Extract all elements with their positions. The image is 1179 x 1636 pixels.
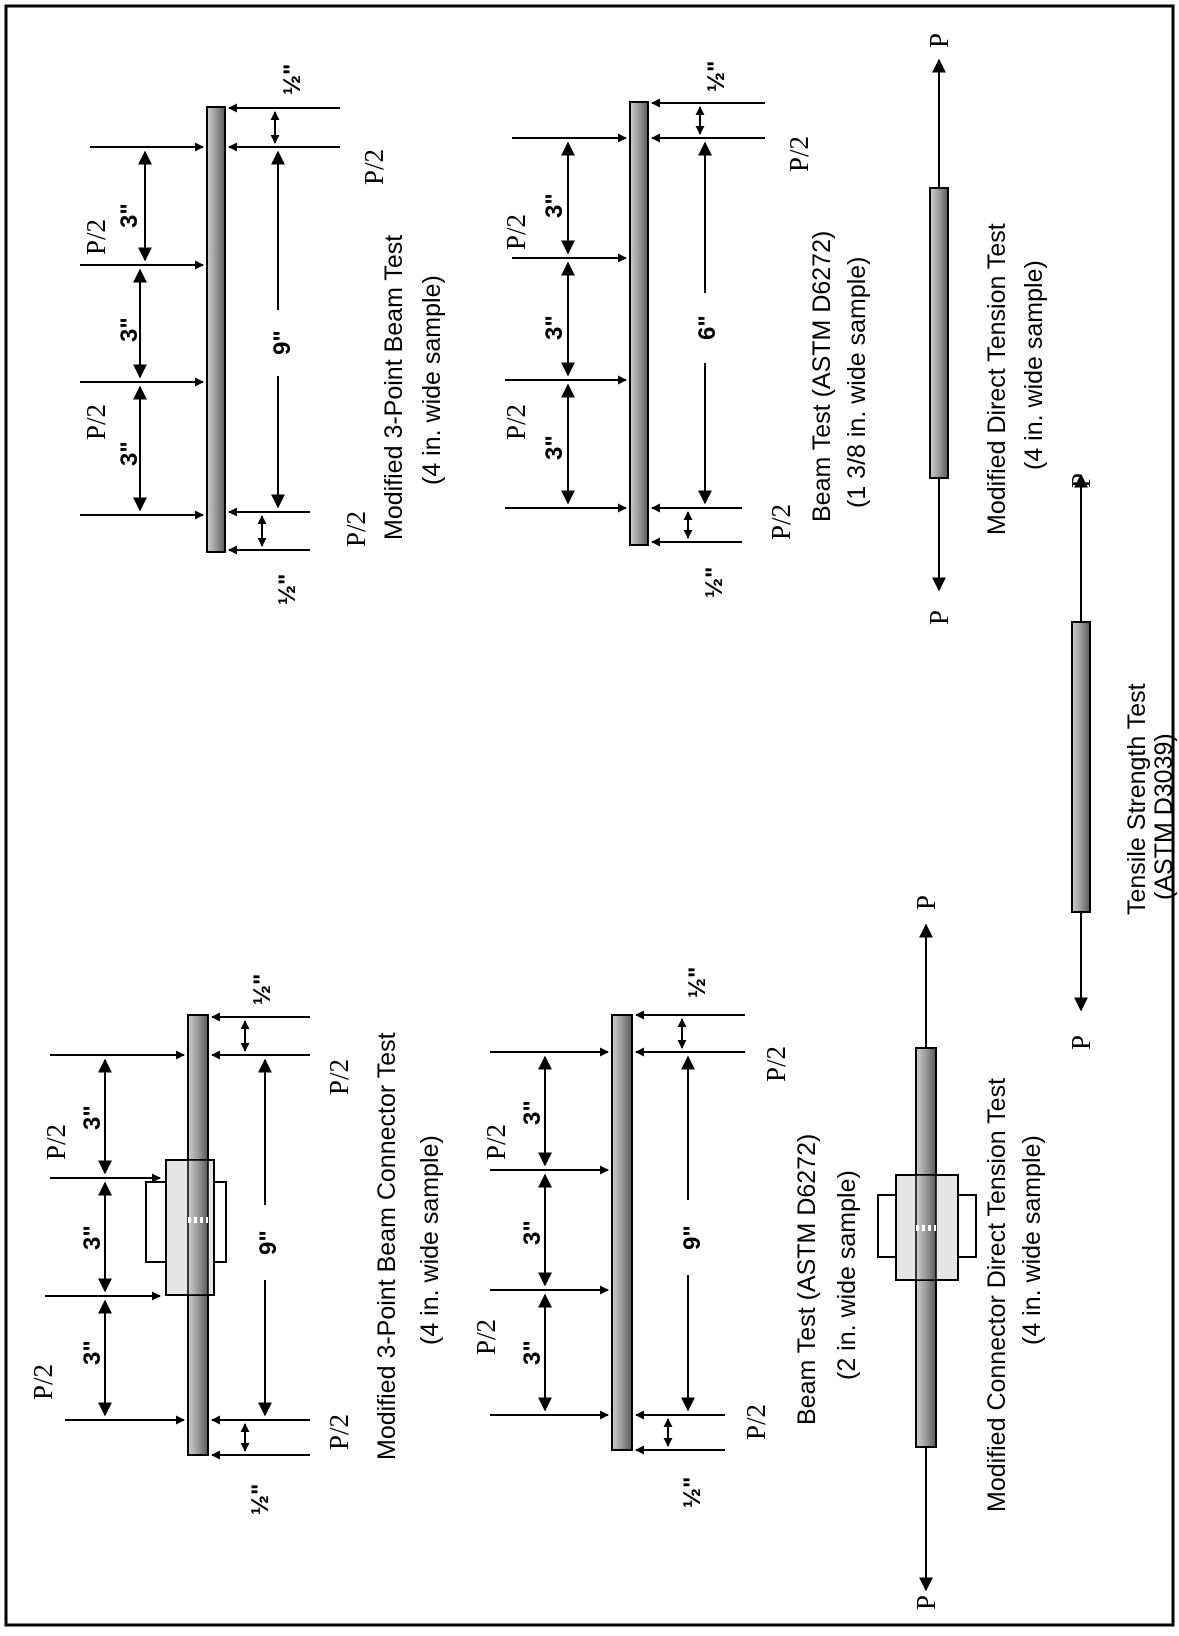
connector-core xyxy=(187,1159,209,1296)
test-subtitle: (1 3/8 in. wide sample) xyxy=(843,256,871,508)
label-p-half: P/2 xyxy=(41,1124,71,1160)
specimen-bar xyxy=(929,187,949,479)
label-p-half: P/2 xyxy=(359,149,389,185)
label-p-half: P/2 xyxy=(81,219,111,255)
test-title: Modified Connector Direct Tension Test xyxy=(983,1078,1011,1512)
label-half-in: ½" xyxy=(684,967,711,998)
specimen-bar xyxy=(611,1014,633,1451)
label-half-in: ½" xyxy=(279,64,306,95)
label-3in: 3" xyxy=(79,1105,106,1130)
test-subtitle: (4 in. wide sample) xyxy=(1020,260,1048,470)
label-p-half: P/2 xyxy=(28,1364,58,1400)
label-p-half: P/2 xyxy=(324,1414,354,1450)
label-p-half: P/2 xyxy=(501,214,531,250)
label-3in: 3" xyxy=(541,435,568,460)
label-half-in: ½" xyxy=(701,567,728,598)
label-3in: 3" xyxy=(519,1100,546,1125)
label-3in: 3" xyxy=(116,317,143,342)
label-3in: 3" xyxy=(519,1220,546,1245)
beam-test-2-in: P/2 P/2 3" 3" 3" 9" P/2 P/2 ½" ½" Beam T… xyxy=(471,967,861,1508)
specimen-bar xyxy=(629,101,649,546)
test-title: Beam Test (ASTM D6272) xyxy=(793,1134,821,1425)
label-half-in: ½" xyxy=(274,574,301,605)
label-half-in: ½" xyxy=(249,974,276,1005)
label-6in: 6" xyxy=(694,315,721,340)
test-title: Tensile Strength Test xyxy=(1123,683,1151,915)
label-p-half: P/2 xyxy=(81,404,111,440)
specimen-bar xyxy=(1071,621,1091,913)
test-subtitle: (4 in. wide sample) xyxy=(1018,1135,1046,1345)
label-3in: 3" xyxy=(519,1340,546,1365)
mod-3pt-beam-test: P/2 P/2 3" 3" 3" 9" P/2 P/2 ½" ½" Modifi… xyxy=(80,64,446,605)
mod-direct-tension-test: P P Modified Direct Tension Test (4 in. … xyxy=(924,33,1048,625)
figure-border xyxy=(4,4,1175,1627)
mod-connector-direct-tension-test: P P Modified Connector Direct Tension Te… xyxy=(877,895,1046,1610)
label-3in: 3" xyxy=(116,441,143,466)
tensile-strength-test: P P Tensile Strength Test (ASTM D3039) xyxy=(1066,473,1178,1050)
label-p: P xyxy=(911,1595,941,1610)
label-3in: 3" xyxy=(541,193,568,218)
test-title: Modified 3-Point Beam Connector Test xyxy=(373,1032,401,1460)
label-half-in: ½" xyxy=(703,61,730,92)
specimen-bar xyxy=(206,106,226,553)
mod-3pt-beam-connector-test: P/2 P/2 3" 3" 3" 9" P/2 P/2 ½" ½" Modifi… xyxy=(28,974,444,1515)
test-title: Modified 3-Point Beam Test xyxy=(380,235,408,540)
label-p-half: P/2 xyxy=(501,404,531,440)
label-3in: 3" xyxy=(116,203,143,228)
label-p-half: P/2 xyxy=(761,1046,791,1082)
label-3in: 3" xyxy=(79,1225,106,1250)
label-p-half: P/2 xyxy=(341,511,371,547)
label-p: P xyxy=(924,610,954,625)
test-subtitle: (4 in. wide sample) xyxy=(416,1135,444,1345)
label-p: P xyxy=(1066,473,1096,488)
label-p-half: P/2 xyxy=(741,1404,771,1440)
test-subtitle: (4 in. wide sample) xyxy=(418,275,446,485)
label-half-in: ½" xyxy=(247,1484,274,1515)
label-p-half: P/2 xyxy=(324,1059,354,1095)
label-p: P xyxy=(1066,1035,1096,1050)
label-p-half: P/2 xyxy=(481,1124,511,1160)
test-title: Modified Direct Tension Test xyxy=(983,223,1011,535)
label-half-in: ½" xyxy=(679,1477,706,1508)
label-9in: 9" xyxy=(255,1230,282,1255)
label-p: P xyxy=(924,33,954,48)
label-p-half: P/2 xyxy=(471,1319,501,1355)
test-subtitle: (2 in. wide sample) xyxy=(833,1170,861,1380)
label-3in: 3" xyxy=(79,1340,106,1365)
label-9in: 9" xyxy=(679,1225,706,1250)
label-p-half: P/2 xyxy=(766,504,796,540)
beam-test-1-3-8: P/2 P/2 3" 3" 3" 6" P/2 P/2 ½" ½" Beam T… xyxy=(501,61,871,598)
label-9in: 9" xyxy=(269,330,296,355)
test-title: Beam Test (ASTM D6272) xyxy=(808,231,836,522)
label-p-half: P/2 xyxy=(784,136,814,172)
test-subtitle: (ASTM D3039) xyxy=(1150,733,1178,900)
label-3in: 3" xyxy=(541,315,568,340)
label-p: P xyxy=(911,895,941,910)
